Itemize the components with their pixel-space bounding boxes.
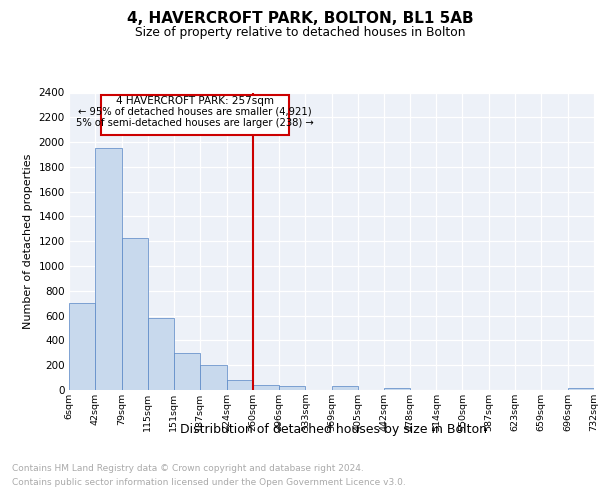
Text: ← 95% of detached houses are smaller (4,921): ← 95% of detached houses are smaller (4,… [78, 107, 311, 117]
Bar [174, 353, 200, 390]
Bar [279, 386, 305, 390]
Bar [122, 238, 148, 390]
Bar [95, 148, 122, 390]
Bar [148, 318, 174, 390]
Bar [200, 365, 227, 390]
Bar [69, 303, 95, 390]
Text: 5% of semi-detached houses are larger (238) →: 5% of semi-detached houses are larger (2… [76, 118, 314, 128]
Text: Distribution of detached houses by size in Bolton: Distribution of detached houses by size … [179, 422, 487, 436]
Text: Size of property relative to detached houses in Bolton: Size of property relative to detached ho… [135, 26, 465, 39]
Text: 4, HAVERCROFT PARK, BOLTON, BL1 5AB: 4, HAVERCROFT PARK, BOLTON, BL1 5AB [127, 11, 473, 26]
Bar [384, 388, 410, 390]
Bar [568, 388, 594, 390]
Bar [227, 380, 253, 390]
Bar [253, 385, 279, 390]
Text: Contains public sector information licensed under the Open Government Licence v3: Contains public sector information licen… [12, 478, 406, 487]
Y-axis label: Number of detached properties: Number of detached properties [23, 154, 33, 329]
Text: Contains HM Land Registry data © Crown copyright and database right 2024.: Contains HM Land Registry data © Crown c… [12, 464, 364, 473]
Text: 4 HAVERCROFT PARK: 257sqm: 4 HAVERCROFT PARK: 257sqm [116, 96, 274, 106]
Bar [331, 386, 358, 390]
FancyBboxPatch shape [101, 95, 289, 134]
